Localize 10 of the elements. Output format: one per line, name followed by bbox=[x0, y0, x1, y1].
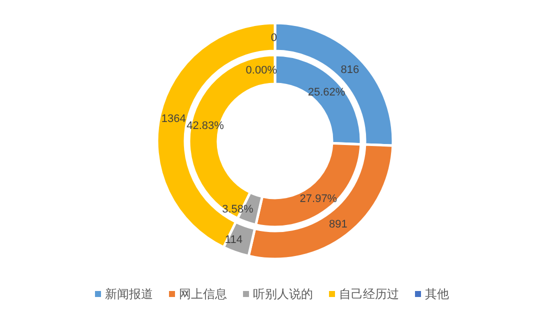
legend-label: 听别人说的 bbox=[253, 287, 313, 301]
legend-label: 其他 bbox=[425, 287, 449, 301]
text: 0 bbox=[270, 32, 277, 44]
data-label: 1364 bbox=[161, 112, 186, 125]
legend-label: 自己经历过 bbox=[339, 287, 399, 301]
data-label: 816 bbox=[340, 64, 360, 76]
data-label: 891 bbox=[329, 218, 348, 231]
legend-label: 新闻报道 bbox=[105, 287, 153, 301]
legend-label: 网上信息 bbox=[179, 287, 227, 301]
data-label: 27.97% bbox=[300, 192, 338, 205]
